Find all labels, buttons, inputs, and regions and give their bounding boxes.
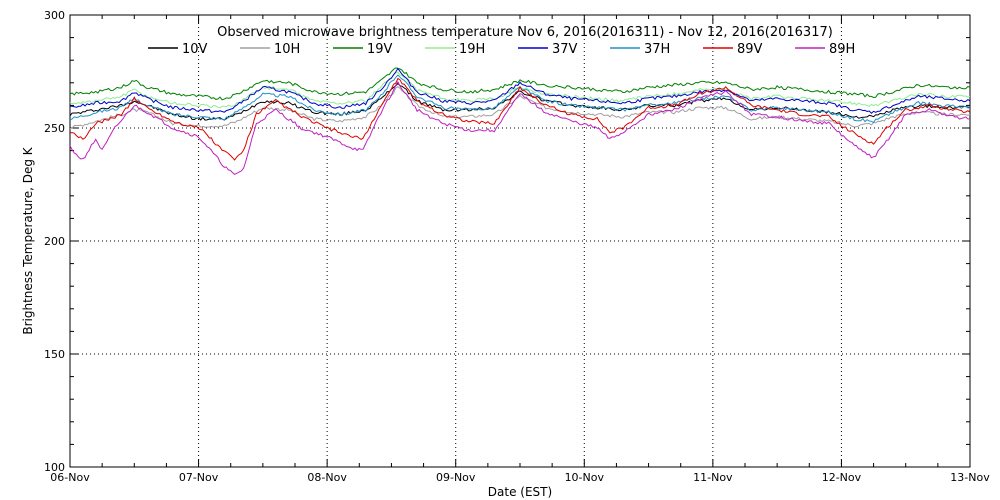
x-tick-label: 12-Nov — [822, 471, 862, 484]
series-line-89v — [69, 77, 971, 161]
series-line-37v — [69, 67, 971, 115]
chart-title: Observed microwave brightness temperatur… — [217, 25, 833, 40]
x-tick-label: 09-Nov — [436, 471, 476, 484]
y-tick-label: 300 — [44, 9, 65, 22]
x-tick-label: 11-Nov — [693, 471, 733, 484]
series-line-10v — [69, 82, 971, 121]
legend: 10V 10H 19V 19H 37V 37H 89V 89H — [148, 42, 855, 57]
x-tick-label: 10-Nov — [565, 471, 605, 484]
legend-label-19v: 19V — [367, 42, 393, 57]
legend-label-10h: 10H — [274, 42, 300, 57]
x-tick-label: 06-Nov — [50, 471, 90, 484]
x-axis-label: Date (EST) — [488, 485, 552, 499]
legend-label-37h: 37H — [644, 42, 670, 57]
y-axis-label: Brightness Temperature, Deg K — [21, 146, 35, 334]
x-tick-label: 13-Nov — [950, 471, 990, 484]
y-tick-label: 250 — [44, 122, 65, 135]
legend-label-89h: 89H — [829, 42, 855, 57]
series-line-19v — [69, 67, 971, 101]
y-tick-label: 150 — [44, 348, 65, 361]
legend-label-10v: 10V — [182, 42, 208, 57]
x-tick-label: 07-Nov — [179, 471, 219, 484]
legend-label-19h: 19H — [459, 42, 485, 57]
series-line-10h — [69, 86, 971, 130]
y-tick-label: 200 — [44, 235, 65, 248]
axis-ticks: 06-Nov 07-Nov 08-Nov 09-Nov 10-Nov 11-Nov 12-N… — [44, 9, 990, 484]
legend-label-89v: 89V — [737, 42, 763, 57]
x-tick-label: 08-Nov — [307, 471, 347, 484]
y-tick-label: 100 — [44, 461, 65, 474]
plot-area — [69, 14, 971, 468]
series-layer — [69, 67, 971, 175]
series-line-89h — [69, 80, 971, 175]
legend-label-37v: 37V — [552, 42, 578, 57]
grid-lines — [70, 15, 970, 467]
